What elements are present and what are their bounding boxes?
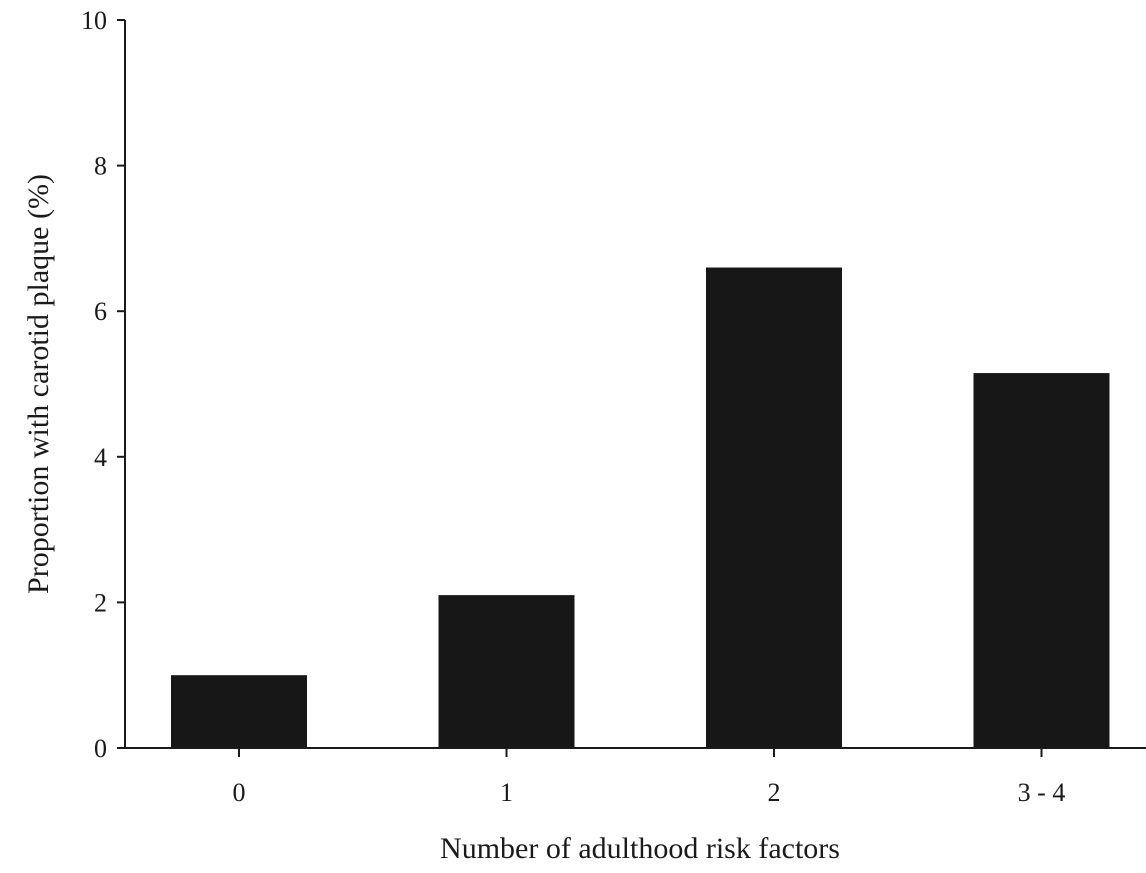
bar-2 bbox=[706, 267, 842, 748]
x-tick-label: 3 - 4 bbox=[1018, 778, 1066, 807]
y-tick-label: 4 bbox=[94, 443, 107, 472]
x-tick-label: 2 bbox=[768, 778, 781, 807]
x-tick-label: 1 bbox=[500, 778, 513, 807]
y-tick-label: 6 bbox=[94, 297, 107, 326]
x-axis-title: Number of adulthood risk factors bbox=[440, 832, 840, 865]
bar-0 bbox=[171, 675, 307, 748]
y-axis-ticks: 0 2 4 6 8 10 bbox=[81, 6, 125, 763]
bars bbox=[171, 267, 1110, 748]
y-tick-label: 2 bbox=[94, 588, 107, 617]
x-tick-label: 0 bbox=[233, 778, 246, 807]
bar-1 bbox=[438, 595, 575, 748]
x-axis-ticks: 0 1 2 3 - 4 bbox=[233, 748, 1066, 807]
y-tick-label: 0 bbox=[94, 734, 107, 763]
bar-3-4 bbox=[973, 373, 1110, 748]
y-axis-title: Proportion with carotid plaque (%) bbox=[22, 174, 55, 594]
y-tick-label: 10 bbox=[81, 6, 107, 35]
y-tick-label: 8 bbox=[94, 152, 107, 181]
